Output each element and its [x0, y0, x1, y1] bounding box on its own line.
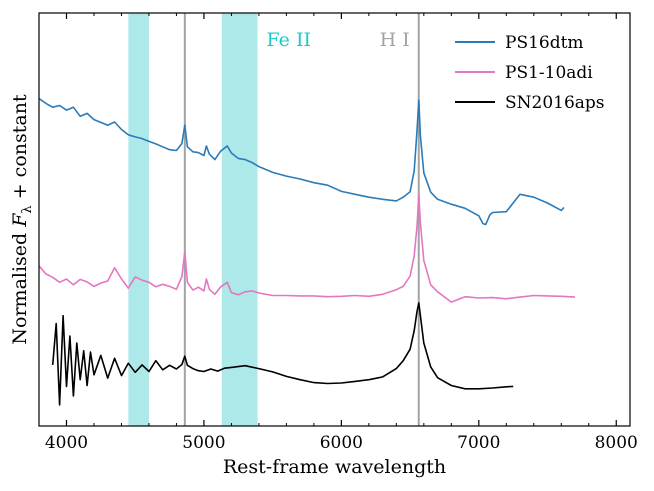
- hi-label: H I: [380, 29, 410, 51]
- fe-ii-label: Fe II: [267, 29, 311, 51]
- series-line-ps16dtm: [38, 97, 565, 226]
- series-line-ps1-10adi: [38, 193, 576, 303]
- y-axis-label-subscript: λ: [20, 205, 35, 213]
- legend: PS16dtm PS1-10adi SN2016aps: [455, 33, 605, 113]
- reference-lines-layer: [183, 13, 420, 426]
- y-axis-label: Normalised Fλ + constant: [9, 94, 35, 345]
- fe-ii-band-2: [221, 13, 258, 426]
- bands-layer: [128, 13, 258, 426]
- x-ticks: 4000 5000 6000 7000 8000: [38, 13, 638, 453]
- plot-frame: [38, 12, 631, 427]
- legend-label-sn2016aps: SN2016aps: [505, 93, 605, 113]
- y-axis-label-main: Normalised: [9, 227, 31, 345]
- legend-label-ps1-10adi: PS1-10adi: [505, 63, 593, 83]
- x-axis-label: Rest-frame wavelength: [223, 456, 446, 478]
- x-tick-label: 7000: [457, 433, 500, 453]
- x-tick-label: 8000: [595, 433, 638, 453]
- x-tick-label: 5000: [182, 433, 225, 453]
- series-line-sn2016aps: [51, 302, 514, 406]
- series-layer: [38, 97, 576, 406]
- fe-ii-band-1: [128, 13, 149, 426]
- annotation-labels: Fe II H I: [267, 29, 410, 51]
- x-tick-label: 4000: [45, 433, 88, 453]
- legend-label-ps16dtm: PS16dtm: [505, 33, 584, 53]
- x-tick-label: 6000: [320, 433, 363, 453]
- y-axis-label-symbol: F: [9, 213, 31, 228]
- y-axis-label-suffix: + constant: [9, 94, 31, 205]
